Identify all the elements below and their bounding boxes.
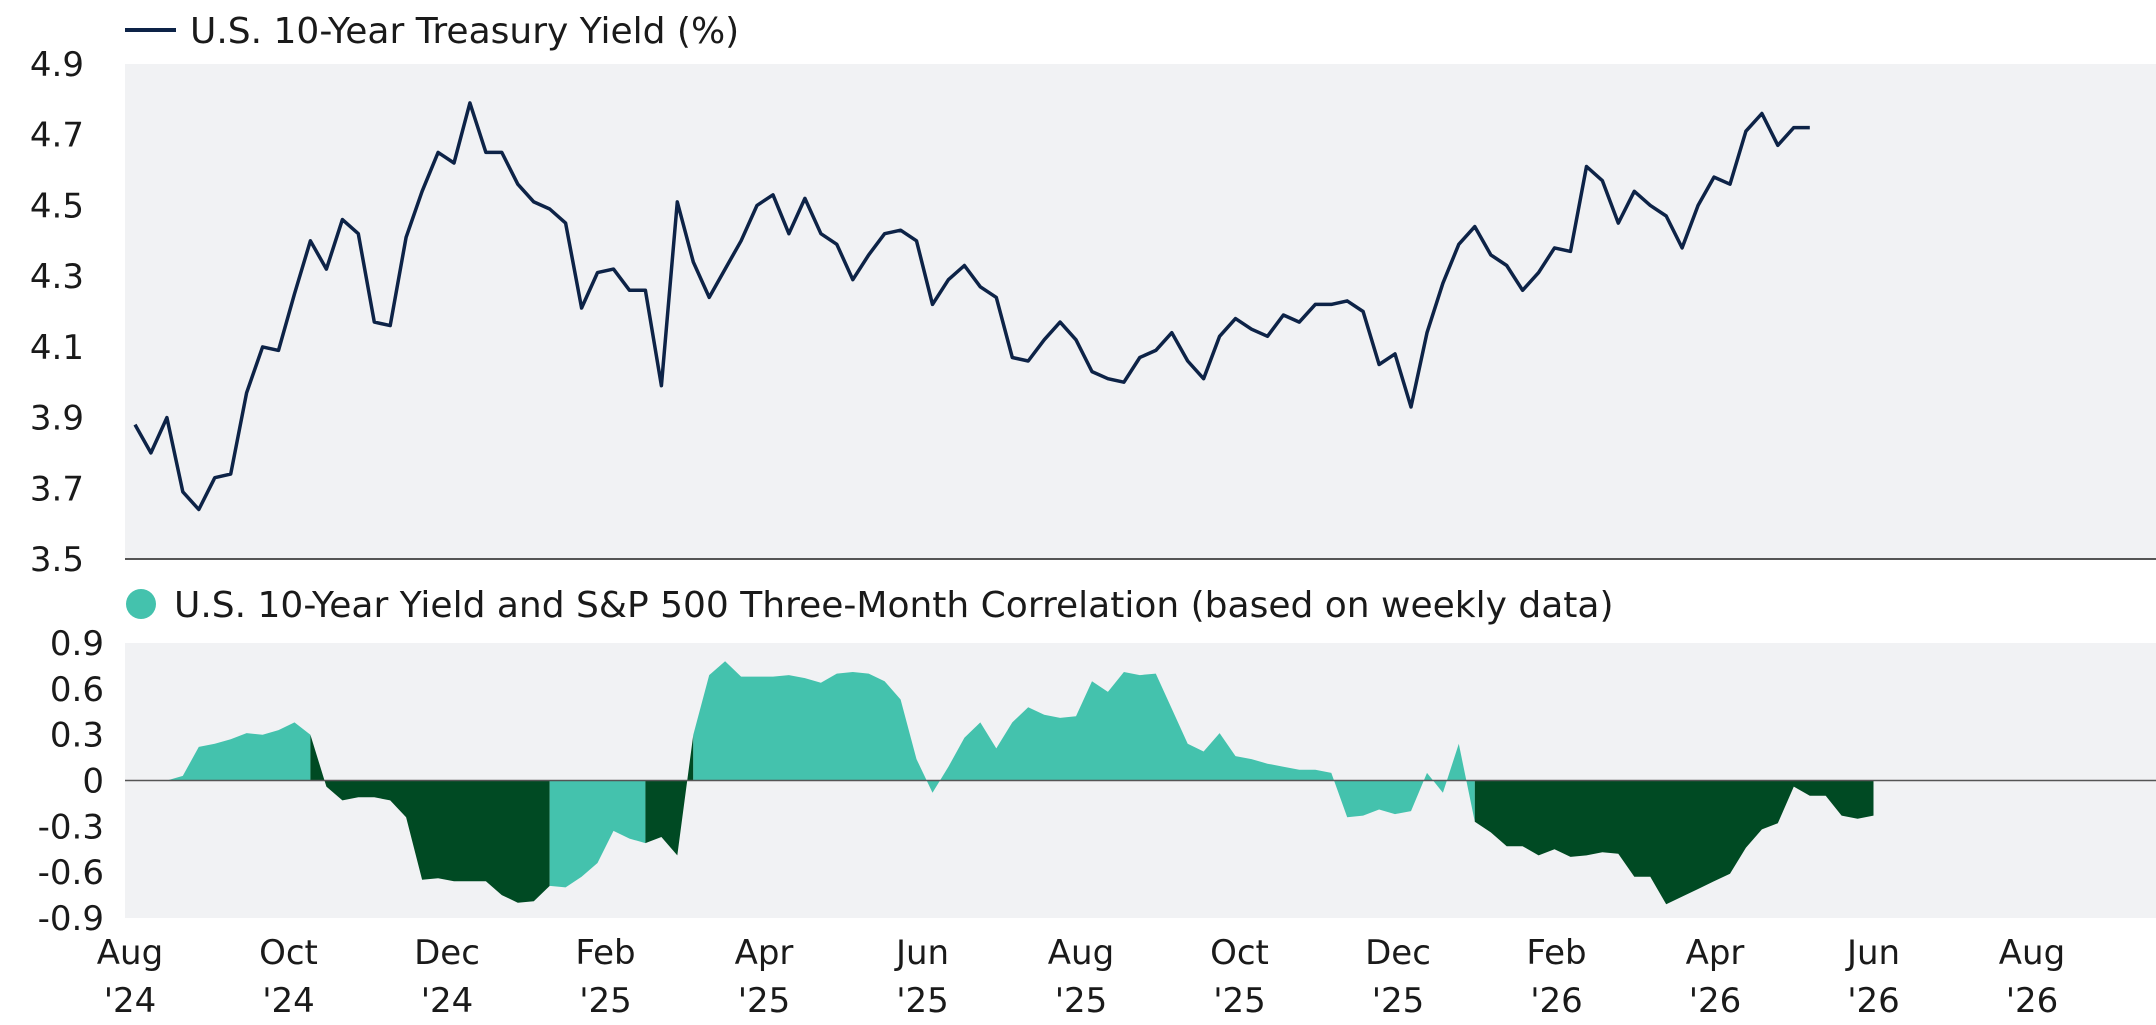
yield-y-tick-label: 4.1	[30, 328, 84, 368]
x-axis: Aug '24 Oct '24 Dec '24 Feb '25 Apr '25 Jun '25 Aug '…	[97, 933, 2065, 1021]
x-tick-month: Aug	[1048, 933, 1114, 973]
correlation-y-tick-label: -0.9	[38, 899, 104, 939]
correlation-area-segment	[1474, 780, 1874, 905]
x-tick-month: Apr	[1686, 933, 1745, 973]
correlation-y-tick-label: 0.3	[50, 716, 104, 756]
x-tick-month: Aug	[1999, 933, 2065, 973]
correlation-y-axis: 0.9 0.6 0.3 0 -0.3 -0.6 -0.9	[38, 624, 104, 939]
x-tick-month: Feb	[1526, 933, 1586, 973]
x-tick-year: '25	[1213, 981, 1266, 1021]
correlation-y-tick-label: -0.3	[38, 807, 104, 847]
x-tick-year: '25	[896, 981, 949, 1021]
x-tick-month: Jun	[894, 933, 949, 973]
correlation-area-series	[135, 661, 1874, 905]
correlation-area-segment	[310, 734, 550, 903]
x-tick-month: Oct	[1210, 933, 1269, 973]
correlation-area-segment	[693, 661, 1475, 822]
x-tick-month: Aug	[97, 933, 163, 973]
correlation-area-segment	[645, 734, 694, 856]
x-tick-year: '26	[1530, 981, 1583, 1021]
correlation-y-tick-label: 0.9	[50, 624, 104, 664]
x-tick-year: '26	[1689, 981, 1742, 1021]
x-tick-month: Oct	[259, 933, 318, 973]
yield-series-line	[133, 101, 1810, 512]
x-tick-year: '24	[104, 981, 157, 1021]
yield-y-tick-label: 3.9	[30, 399, 84, 439]
x-tick-year: '25	[1372, 981, 1425, 1021]
correlation-y-tick-label: 0	[82, 762, 104, 802]
correlation-area-segment	[135, 722, 311, 781]
yield-y-tick-label: 3.7	[30, 469, 84, 509]
yield-y-tick-label: 4.5	[30, 186, 84, 226]
yield-y-tick-label: 4.9	[30, 45, 84, 85]
x-tick-month: Dec	[1365, 933, 1431, 973]
yield-y-tick-label: 3.5	[30, 540, 84, 580]
yield-y-tick-label: 4.7	[30, 116, 84, 156]
correlation-y-tick-label: 0.6	[50, 670, 104, 710]
x-tick-month: Feb	[575, 933, 635, 973]
correlation-legend-label: U.S. 10-Year Yield and S&P 500 Three-Mon…	[174, 585, 1614, 626]
x-tick-year: '26	[1847, 981, 1900, 1021]
yield-legend-label: U.S. 10-Year Treasury Yield (%)	[190, 11, 739, 52]
correlation-area-segment	[549, 780, 646, 888]
x-tick-month: Apr	[735, 933, 794, 973]
yield-y-axis: 4.9 4.7 4.5 4.3 4.1 3.9 3.7 3.5	[30, 45, 84, 580]
x-tick-month: Jun	[1845, 933, 1900, 973]
yield-chart: U.S. 10-Year Treasury Yield (%) 4.94.74.…	[30, 11, 2156, 580]
x-tick-year: '24	[262, 981, 315, 1021]
x-tick-year: '25	[1055, 981, 1108, 1021]
x-tick-year: '26	[2006, 981, 2059, 1021]
yield-y-tick-label: 4.3	[30, 257, 84, 297]
x-tick-year: '24	[421, 981, 474, 1021]
correlation-y-tick-label: -0.6	[38, 853, 104, 893]
correlation-chart: U.S. 10-Year Yield and S&P 500 Three-Mon…	[38, 585, 2156, 939]
x-tick-year: '25	[579, 981, 632, 1021]
x-tick-year: '25	[738, 981, 791, 1021]
x-tick-month: Dec	[414, 933, 480, 973]
correlation-legend-swatch	[126, 589, 156, 619]
yield-plot-area	[125, 64, 2156, 559]
